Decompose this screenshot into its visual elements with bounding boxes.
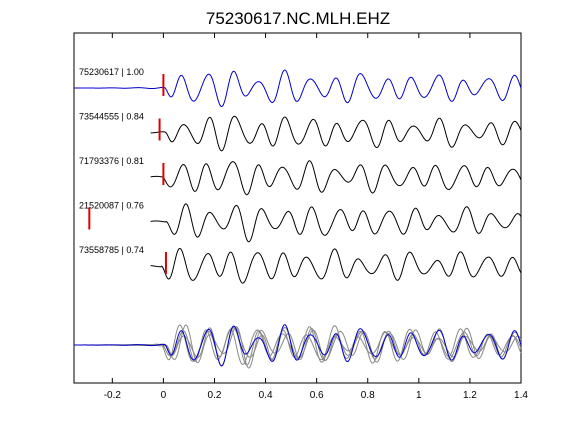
x-tick-label: 0 [161,390,167,401]
x-axis: -0.2 0 0.2 0.4 0.6 0.8 1 1.2 1.4 [104,33,528,401]
plot-frame [73,32,522,384]
trace-label: 71793376 | 0.81 [79,156,144,166]
x-tick-label: 0.6 [310,390,324,401]
overlay-reference-trace [73,324,522,367]
trace-label: 75230617 | 1.00 [79,67,144,77]
x-tick-label: 0.8 [361,390,375,401]
trace-line [150,247,522,284]
trace-label: 73558785 | 0.74 [79,245,144,255]
x-tick-label: 1.2 [463,390,477,401]
x-tick-label: 0.2 [208,390,222,401]
x-tick-label: 0.4 [259,390,273,401]
trace-73558785: 73558785 | 0.74 [79,245,522,284]
trace-75230617: 75230617 | 1.00 [74,67,522,108]
trace-label: 21520087 | 0.76 [79,201,144,211]
trace-21520087: 21520087 | 0.76 [79,201,522,243]
x-tick-label: 1.4 [514,390,528,401]
trace-label: 73544555 | 0.84 [79,112,144,122]
x-tick-label: 1 [416,390,422,401]
trace-line [150,203,522,243]
trace-71793376: 71793376 | 0.81 [79,156,522,196]
trace-group: 75230617 | 1.00 73544555 | 0.84 71793376 |… [74,67,522,284]
trace-line [150,160,522,196]
trace-line [150,115,522,152]
overlay-trace-73558785 [73,324,522,365]
stack-overlay [73,324,522,369]
chart-title: 75230617.NC.MLH.EHZ [206,9,390,28]
trace-73544555: 73544555 | 0.84 [79,112,522,152]
x-tick-label: -0.2 [104,390,122,401]
trace-line [74,69,522,108]
